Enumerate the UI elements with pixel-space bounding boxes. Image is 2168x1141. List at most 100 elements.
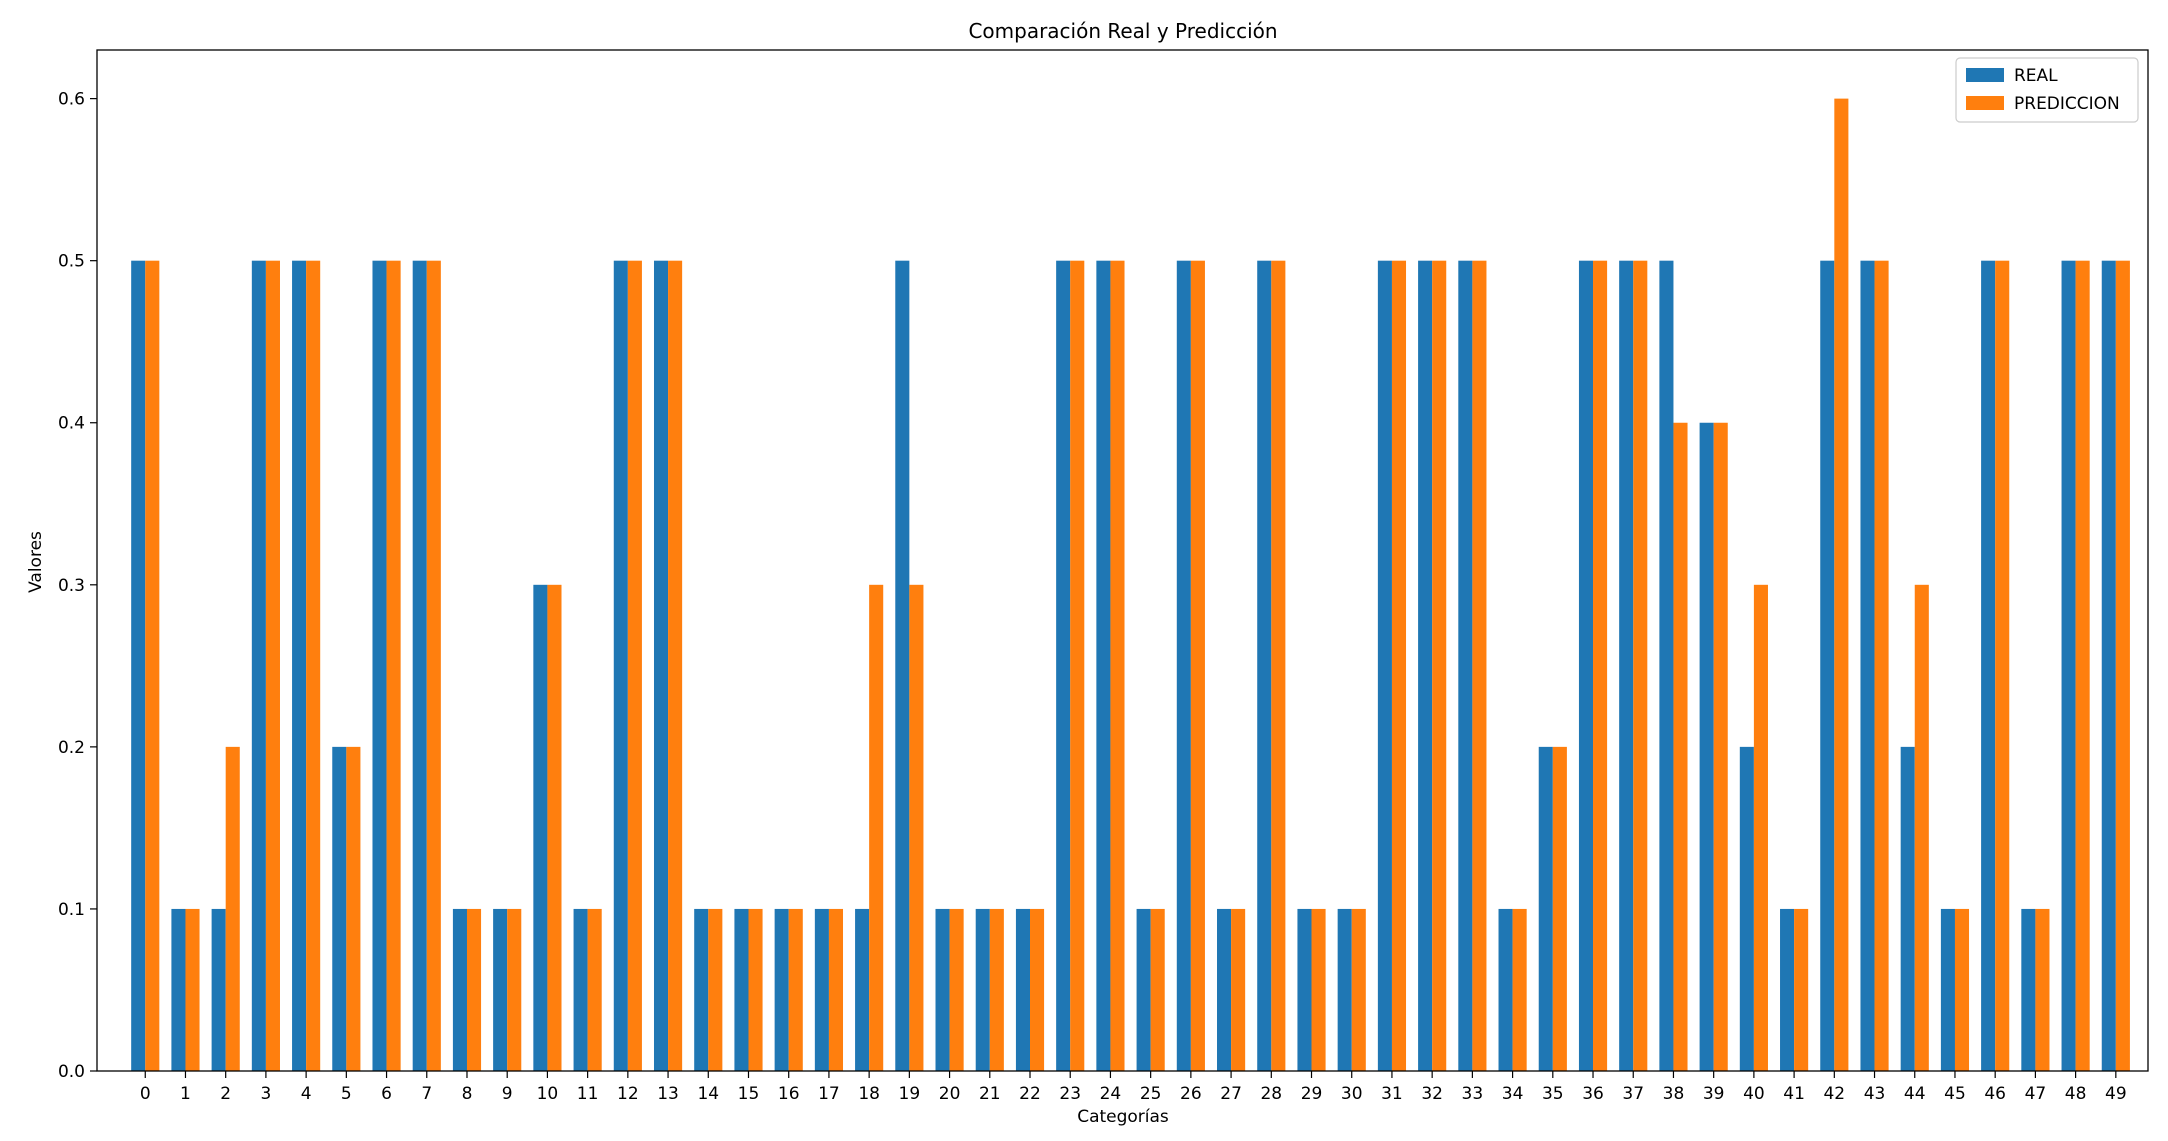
bar-prediccion-44 — [1914, 584, 1929, 1071]
bar-real-35 — [1538, 746, 1553, 1071]
legend-swatch-real — [1966, 68, 2004, 82]
bar-real-40 — [1739, 746, 1754, 1071]
bars-layer — [131, 98, 2130, 1072]
axes-layer: 0 1 2 3 4 5 6 7 8 9 10 11 12 13 14 15 16 17 18 19 20 21 22 23 24… — [58, 49, 2149, 1104]
bar-prediccion-7 — [426, 260, 441, 1071]
x-tick-label-4: 4 — [301, 1084, 312, 1104]
x-tick-label-17: 17 — [818, 1084, 840, 1104]
bar-prediccion-43 — [1874, 260, 1889, 1071]
bar-real-12 — [613, 260, 628, 1071]
x-tick-label-39: 39 — [1703, 1084, 1725, 1104]
bar-real-25 — [1136, 908, 1151, 1071]
bar-real-10 — [533, 584, 548, 1071]
bar-prediccion-8 — [466, 908, 482, 1071]
x-tick-label-26: 26 — [1180, 1084, 1202, 1104]
y-axis-label: Valores — [26, 531, 46, 593]
x-tick-label-13: 13 — [657, 1084, 679, 1104]
bar-real-28 — [1257, 260, 1272, 1071]
bar-prediccion-24 — [1110, 260, 1125, 1071]
x-tick-label-8: 8 — [462, 1084, 473, 1104]
bar-prediccion-30 — [1351, 908, 1366, 1071]
bar-prediccion-42 — [1834, 98, 1849, 1072]
bar-prediccion-41 — [1794, 908, 1809, 1071]
x-tick-label-0: 0 — [140, 1084, 151, 1104]
x-tick-label-20: 20 — [939, 1084, 961, 1104]
bar-real-7 — [412, 260, 427, 1071]
x-tick-label-36: 36 — [1582, 1084, 1604, 1104]
x-tick-label-11: 11 — [577, 1084, 599, 1104]
legend: REAL PREDICCION — [1955, 57, 2139, 123]
bar-prediccion-18 — [869, 584, 884, 1071]
bar-prediccion-16 — [788, 908, 803, 1071]
bar-real-39 — [1699, 422, 1714, 1071]
x-tick-label-10: 10 — [537, 1084, 559, 1104]
bar-real-33 — [1458, 260, 1473, 1071]
bar-prediccion-46 — [1995, 260, 2010, 1071]
x-tick-label-18: 18 — [858, 1084, 880, 1104]
bar-prediccion-6 — [386, 260, 401, 1071]
x-tick-label-35: 35 — [1542, 1084, 1564, 1104]
y-tick-label-0.5: 0.5 — [58, 252, 85, 272]
bar-real-47 — [2021, 908, 2036, 1071]
bar-real-26 — [1176, 260, 1191, 1071]
bar-real-34 — [1498, 908, 1513, 1071]
bar-prediccion-38 — [1673, 422, 1688, 1071]
x-tick-label-32: 32 — [1421, 1084, 1443, 1104]
x-tick-label-22: 22 — [1019, 1084, 1041, 1104]
bar-prediccion-39 — [1713, 422, 1728, 1071]
bar-real-44 — [1900, 746, 1915, 1071]
x-tick-label-42: 42 — [1823, 1084, 1845, 1104]
y-tick-label-0.6: 0.6 — [58, 90, 85, 110]
y-tick-label-0.2: 0.2 — [58, 738, 85, 758]
bar-prediccion-35 — [1552, 746, 1567, 1071]
bar-prediccion-34 — [1512, 908, 1527, 1071]
bar-prediccion-3 — [265, 260, 280, 1071]
bar-real-19 — [895, 260, 910, 1071]
y-tick-label-0.1: 0.1 — [58, 900, 85, 920]
bar-prediccion-23 — [1070, 260, 1085, 1071]
bar-prediccion-2 — [225, 746, 240, 1071]
bar-prediccion-10 — [547, 584, 562, 1071]
bar-prediccion-11 — [587, 908, 602, 1071]
x-tick-label-9: 9 — [502, 1084, 513, 1104]
bar-real-45 — [1940, 908, 1955, 1071]
bar-prediccion-5 — [346, 746, 361, 1071]
bar-real-20 — [935, 908, 950, 1071]
plot-frame — [96, 49, 2149, 1072]
bar-real-9 — [493, 908, 508, 1071]
x-tick-label-2: 2 — [220, 1084, 231, 1104]
bar-real-42 — [1820, 260, 1835, 1071]
bar-prediccion-27 — [1231, 908, 1246, 1071]
bar-prediccion-4 — [306, 260, 321, 1071]
bar-real-3 — [251, 260, 266, 1071]
x-tick-label-28: 28 — [1260, 1084, 1282, 1104]
bar-prediccion-26 — [1190, 260, 1205, 1071]
x-tick-label-40: 40 — [1743, 1084, 1765, 1104]
legend-label-real: REAL — [2014, 66, 2058, 86]
x-tick-label-29: 29 — [1301, 1084, 1323, 1104]
bar-real-21 — [975, 908, 990, 1071]
bar-prediccion-33 — [1472, 260, 1487, 1071]
x-tick-label-27: 27 — [1220, 1084, 1242, 1104]
bar-real-5 — [332, 746, 347, 1071]
bar-prediccion-40 — [1753, 584, 1768, 1071]
bar-real-29 — [1297, 908, 1312, 1071]
x-tick-label-24: 24 — [1100, 1084, 1122, 1104]
bar-prediccion-15 — [748, 908, 763, 1071]
bar-prediccion-47 — [2035, 908, 2050, 1071]
bar-real-36 — [1578, 260, 1594, 1071]
x-tick-label-47: 47 — [2025, 1084, 2047, 1104]
bar-real-27 — [1217, 908, 1232, 1071]
x-tick-label-3: 3 — [260, 1084, 271, 1104]
bar-real-46 — [1981, 260, 1996, 1071]
x-tick-label-38: 38 — [1663, 1084, 1685, 1104]
x-tick-label-49: 49 — [2105, 1084, 2127, 1104]
x-axis-label: Categorías — [1077, 1107, 1169, 1127]
legend-swatch-prediccion — [1966, 96, 2004, 110]
x-tick-label-30: 30 — [1341, 1084, 1363, 1104]
x-tick-label-34: 34 — [1502, 1084, 1524, 1104]
chart-title: Comparación Real y Predicción — [968, 19, 1277, 43]
bar-real-37 — [1619, 260, 1634, 1071]
bar-prediccion-49 — [2115, 260, 2130, 1071]
